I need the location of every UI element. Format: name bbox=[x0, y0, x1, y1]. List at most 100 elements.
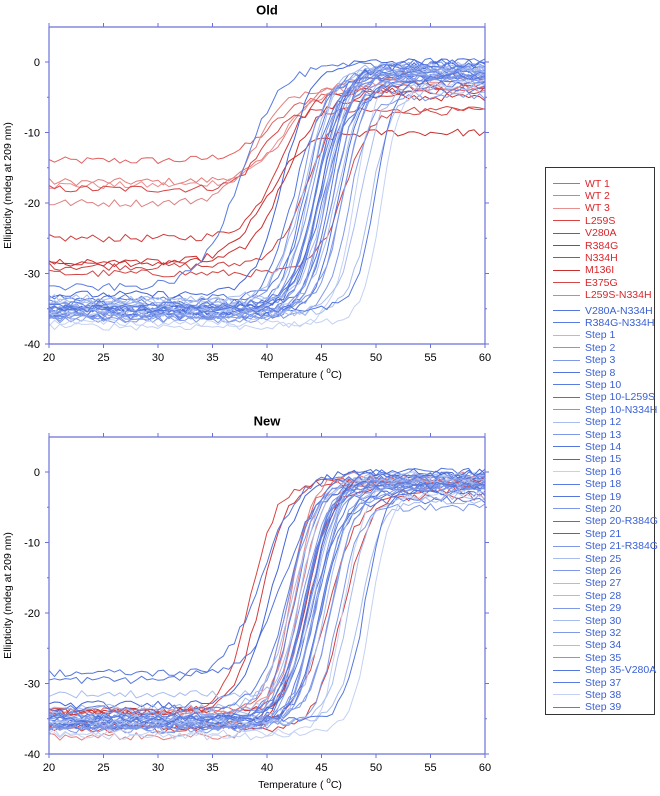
series-line-step-1 bbox=[48, 61, 486, 310]
legend-swatch bbox=[553, 257, 580, 259]
series-line-step-34 bbox=[49, 85, 486, 317]
legend-item: Step 10-L259S bbox=[546, 391, 655, 404]
legend: WT 1 WT 2 WT 3 L259S V280A R384G N334H M136I E37… bbox=[545, 167, 658, 715]
legend-label: Step 38 bbox=[585, 688, 622, 701]
legend-label: Step 18 bbox=[585, 478, 622, 491]
y-tick-label: -40 bbox=[24, 339, 40, 351]
legend-item: Step 30 bbox=[546, 614, 621, 627]
legend-label: Step 29 bbox=[585, 602, 622, 615]
legend-label: Step 37 bbox=[585, 676, 622, 689]
y-tick-label: -20 bbox=[24, 198, 40, 210]
legend-swatch bbox=[553, 644, 580, 646]
legend-item: Step 28 bbox=[546, 589, 621, 602]
legend-item: WT 3 bbox=[546, 202, 610, 215]
legend-swatch bbox=[553, 582, 580, 584]
x-tick-label: 25 bbox=[97, 352, 109, 364]
legend-label: Step 19 bbox=[585, 490, 622, 503]
legend-swatch bbox=[553, 245, 580, 246]
legend-label: R384G-N334H bbox=[585, 316, 655, 329]
series-line-step-19 bbox=[48, 496, 486, 730]
x-tick-label: 50 bbox=[370, 762, 382, 774]
legend-swatch bbox=[553, 282, 580, 284]
x-tick-label: 20 bbox=[43, 352, 55, 364]
legend-label: WT 3 bbox=[585, 202, 610, 215]
legend-swatch bbox=[553, 607, 580, 609]
series-line-step-2 bbox=[48, 478, 486, 724]
legend-item: Step 34 bbox=[546, 639, 621, 652]
series-line-step-14 bbox=[48, 73, 486, 313]
x-tick-label: 25 bbox=[97, 762, 109, 774]
legend-item: M136I bbox=[546, 264, 614, 277]
y-tick-label: -10 bbox=[24, 128, 40, 140]
series-line-step-39 bbox=[49, 61, 486, 291]
series-line-step-18 bbox=[48, 481, 486, 724]
legend-swatch bbox=[553, 694, 580, 696]
legend-label: WT 2 bbox=[585, 189, 610, 202]
series-line-step-10-n334h bbox=[48, 75, 486, 314]
legend-item: Step 8 bbox=[546, 366, 615, 379]
legend-label: Step 3 bbox=[585, 354, 616, 367]
legend-swatch bbox=[553, 458, 580, 460]
axes: 20 25 30 35 40 45 50 55 60 0 -10 -20 -30 -40 bbox=[24, 23, 491, 364]
y-axis-label: Ellipticity (mdeg at 209 nm) bbox=[2, 532, 14, 659]
legend-label: R384G bbox=[585, 239, 619, 252]
y-tick-label: 0 bbox=[34, 467, 40, 479]
legend-item: Step 27 bbox=[546, 577, 621, 590]
series-line-step-20 bbox=[48, 478, 486, 719]
legend-item: Step 10-N334H bbox=[546, 403, 657, 416]
y-tick-label: -30 bbox=[24, 269, 40, 281]
series-line-step-34 bbox=[48, 496, 486, 727]
chart-panel-old: Old 20 25 30 35 40 45 50 55 60 0 -10 -20 -30 -40 Temper… bbox=[2, 2, 491, 381]
series-group bbox=[48, 57, 486, 331]
series-line-step-18 bbox=[48, 72, 486, 314]
legend-swatch bbox=[553, 372, 580, 373]
legend-label: Step 10-L259S bbox=[585, 391, 656, 404]
legend-item: Step 2 bbox=[546, 341, 615, 354]
legend-swatch bbox=[553, 359, 580, 361]
x-tick-label: 60 bbox=[479, 762, 491, 774]
y-axis-label: Ellipticity (mdeg at 209 nm) bbox=[2, 122, 14, 249]
legend-item: Step 19 bbox=[546, 490, 621, 503]
legend-swatch bbox=[553, 294, 580, 296]
legend-swatch bbox=[553, 545, 580, 547]
legend-label: M136I bbox=[585, 264, 615, 277]
x-tick-label: 40 bbox=[261, 352, 273, 364]
series-line-step-15 bbox=[48, 58, 486, 299]
legend-item: Step 32 bbox=[546, 626, 621, 639]
legend-label: E375G bbox=[585, 276, 618, 289]
legend-item: Step 35-V280A bbox=[546, 664, 656, 677]
y-tick-label: -40 bbox=[24, 749, 40, 761]
series-line-step-35-v280a bbox=[48, 482, 486, 724]
series-line-v280a bbox=[48, 474, 486, 716]
series-line-step-19 bbox=[48, 85, 486, 320]
legend-item: Step 21 bbox=[546, 527, 621, 540]
series-line-e375g bbox=[48, 492, 486, 731]
legend-label: Step 20 bbox=[585, 502, 622, 515]
legend-item: Step 20 bbox=[546, 502, 621, 515]
legend-swatch bbox=[553, 334, 580, 336]
x-tick-label: 30 bbox=[152, 352, 164, 364]
legend-item: Step 15 bbox=[546, 453, 621, 466]
legend-swatch bbox=[553, 657, 580, 659]
legend-item: WT 1 bbox=[546, 177, 610, 190]
legend-item: Step 16 bbox=[546, 465, 621, 478]
axes: 20 25 30 35 40 45 50 55 60 0 -10 -20 -30 -40 bbox=[24, 433, 491, 774]
legend-swatch bbox=[553, 409, 580, 411]
series-line-step-39 bbox=[48, 471, 486, 713]
series-line-step-28 bbox=[48, 492, 486, 727]
legend-item: V280A-N334H bbox=[546, 304, 653, 317]
legend-swatch bbox=[553, 669, 580, 671]
series-line-l259s-n334h bbox=[48, 83, 486, 208]
legend-item: Step 25 bbox=[546, 552, 621, 565]
legend-swatch bbox=[553, 706, 580, 708]
legend-item: L259S bbox=[546, 214, 615, 227]
series-group bbox=[48, 467, 486, 741]
chart-title: Old bbox=[256, 2, 278, 17]
series-line-step-38 bbox=[48, 79, 486, 327]
legend-item: R384G-N334H bbox=[546, 316, 654, 329]
legend-label: WT 1 bbox=[585, 177, 610, 190]
legend-swatch bbox=[553, 396, 580, 398]
legend-item: Step 26 bbox=[546, 564, 621, 577]
series-line-step-13 bbox=[48, 471, 486, 734]
